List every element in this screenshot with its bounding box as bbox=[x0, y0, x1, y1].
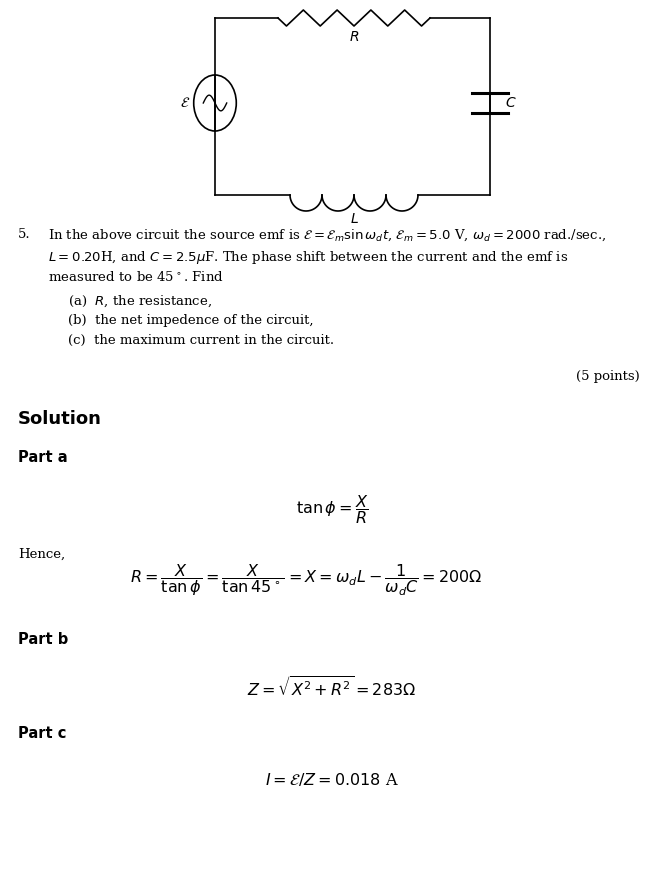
Text: Hence,: Hence, bbox=[18, 548, 65, 561]
Text: (c)  the maximum current in the circuit.: (c) the maximum current in the circuit. bbox=[68, 334, 334, 347]
Text: (5 points): (5 points) bbox=[576, 370, 640, 383]
Text: 5.: 5. bbox=[18, 228, 31, 241]
Text: measured to be 45$^\circ$. Find: measured to be 45$^\circ$. Find bbox=[48, 270, 224, 284]
Text: (a)  $R$, the resistance,: (a) $R$, the resistance, bbox=[68, 294, 212, 309]
Text: (b)  the net impedence of the circuit,: (b) the net impedence of the circuit, bbox=[68, 314, 313, 327]
Text: $\tan \phi = \dfrac{X}{R}$: $\tan \phi = \dfrac{X}{R}$ bbox=[296, 493, 368, 526]
Text: $\mathcal{E}$: $\mathcal{E}$ bbox=[180, 96, 190, 110]
Text: Solution: Solution bbox=[18, 410, 102, 428]
Text: Part c: Part c bbox=[18, 726, 66, 741]
Text: $I = \mathcal{E}/Z = 0.018$ A: $I = \mathcal{E}/Z = 0.018$ A bbox=[265, 772, 399, 789]
Text: Part b: Part b bbox=[18, 632, 68, 647]
Text: $R$: $R$ bbox=[349, 30, 359, 44]
Text: Part a: Part a bbox=[18, 450, 68, 465]
Text: $L$: $L$ bbox=[349, 212, 359, 226]
Text: $L = 0.20$H, and $C = 2.5\mu$F. The phase shift between the current and the emf : $L = 0.20$H, and $C = 2.5\mu$F. The phas… bbox=[48, 249, 568, 266]
Text: $Z = \sqrt{X^2 + R^2} = 283\Omega$: $Z = \sqrt{X^2 + R^2} = 283\Omega$ bbox=[248, 676, 416, 700]
Text: In the above circuit the source emf is $\mathcal{E} = \mathcal{E}_m \sin \omega_: In the above circuit the source emf is $… bbox=[48, 228, 606, 244]
Text: $R = \dfrac{X}{\tan \phi} = \dfrac{X}{\tan 45^\circ} = X = \omega_d L - \dfrac{1: $R = \dfrac{X}{\tan \phi} = \dfrac{X}{\t… bbox=[130, 562, 483, 598]
Text: $C$: $C$ bbox=[505, 96, 517, 110]
